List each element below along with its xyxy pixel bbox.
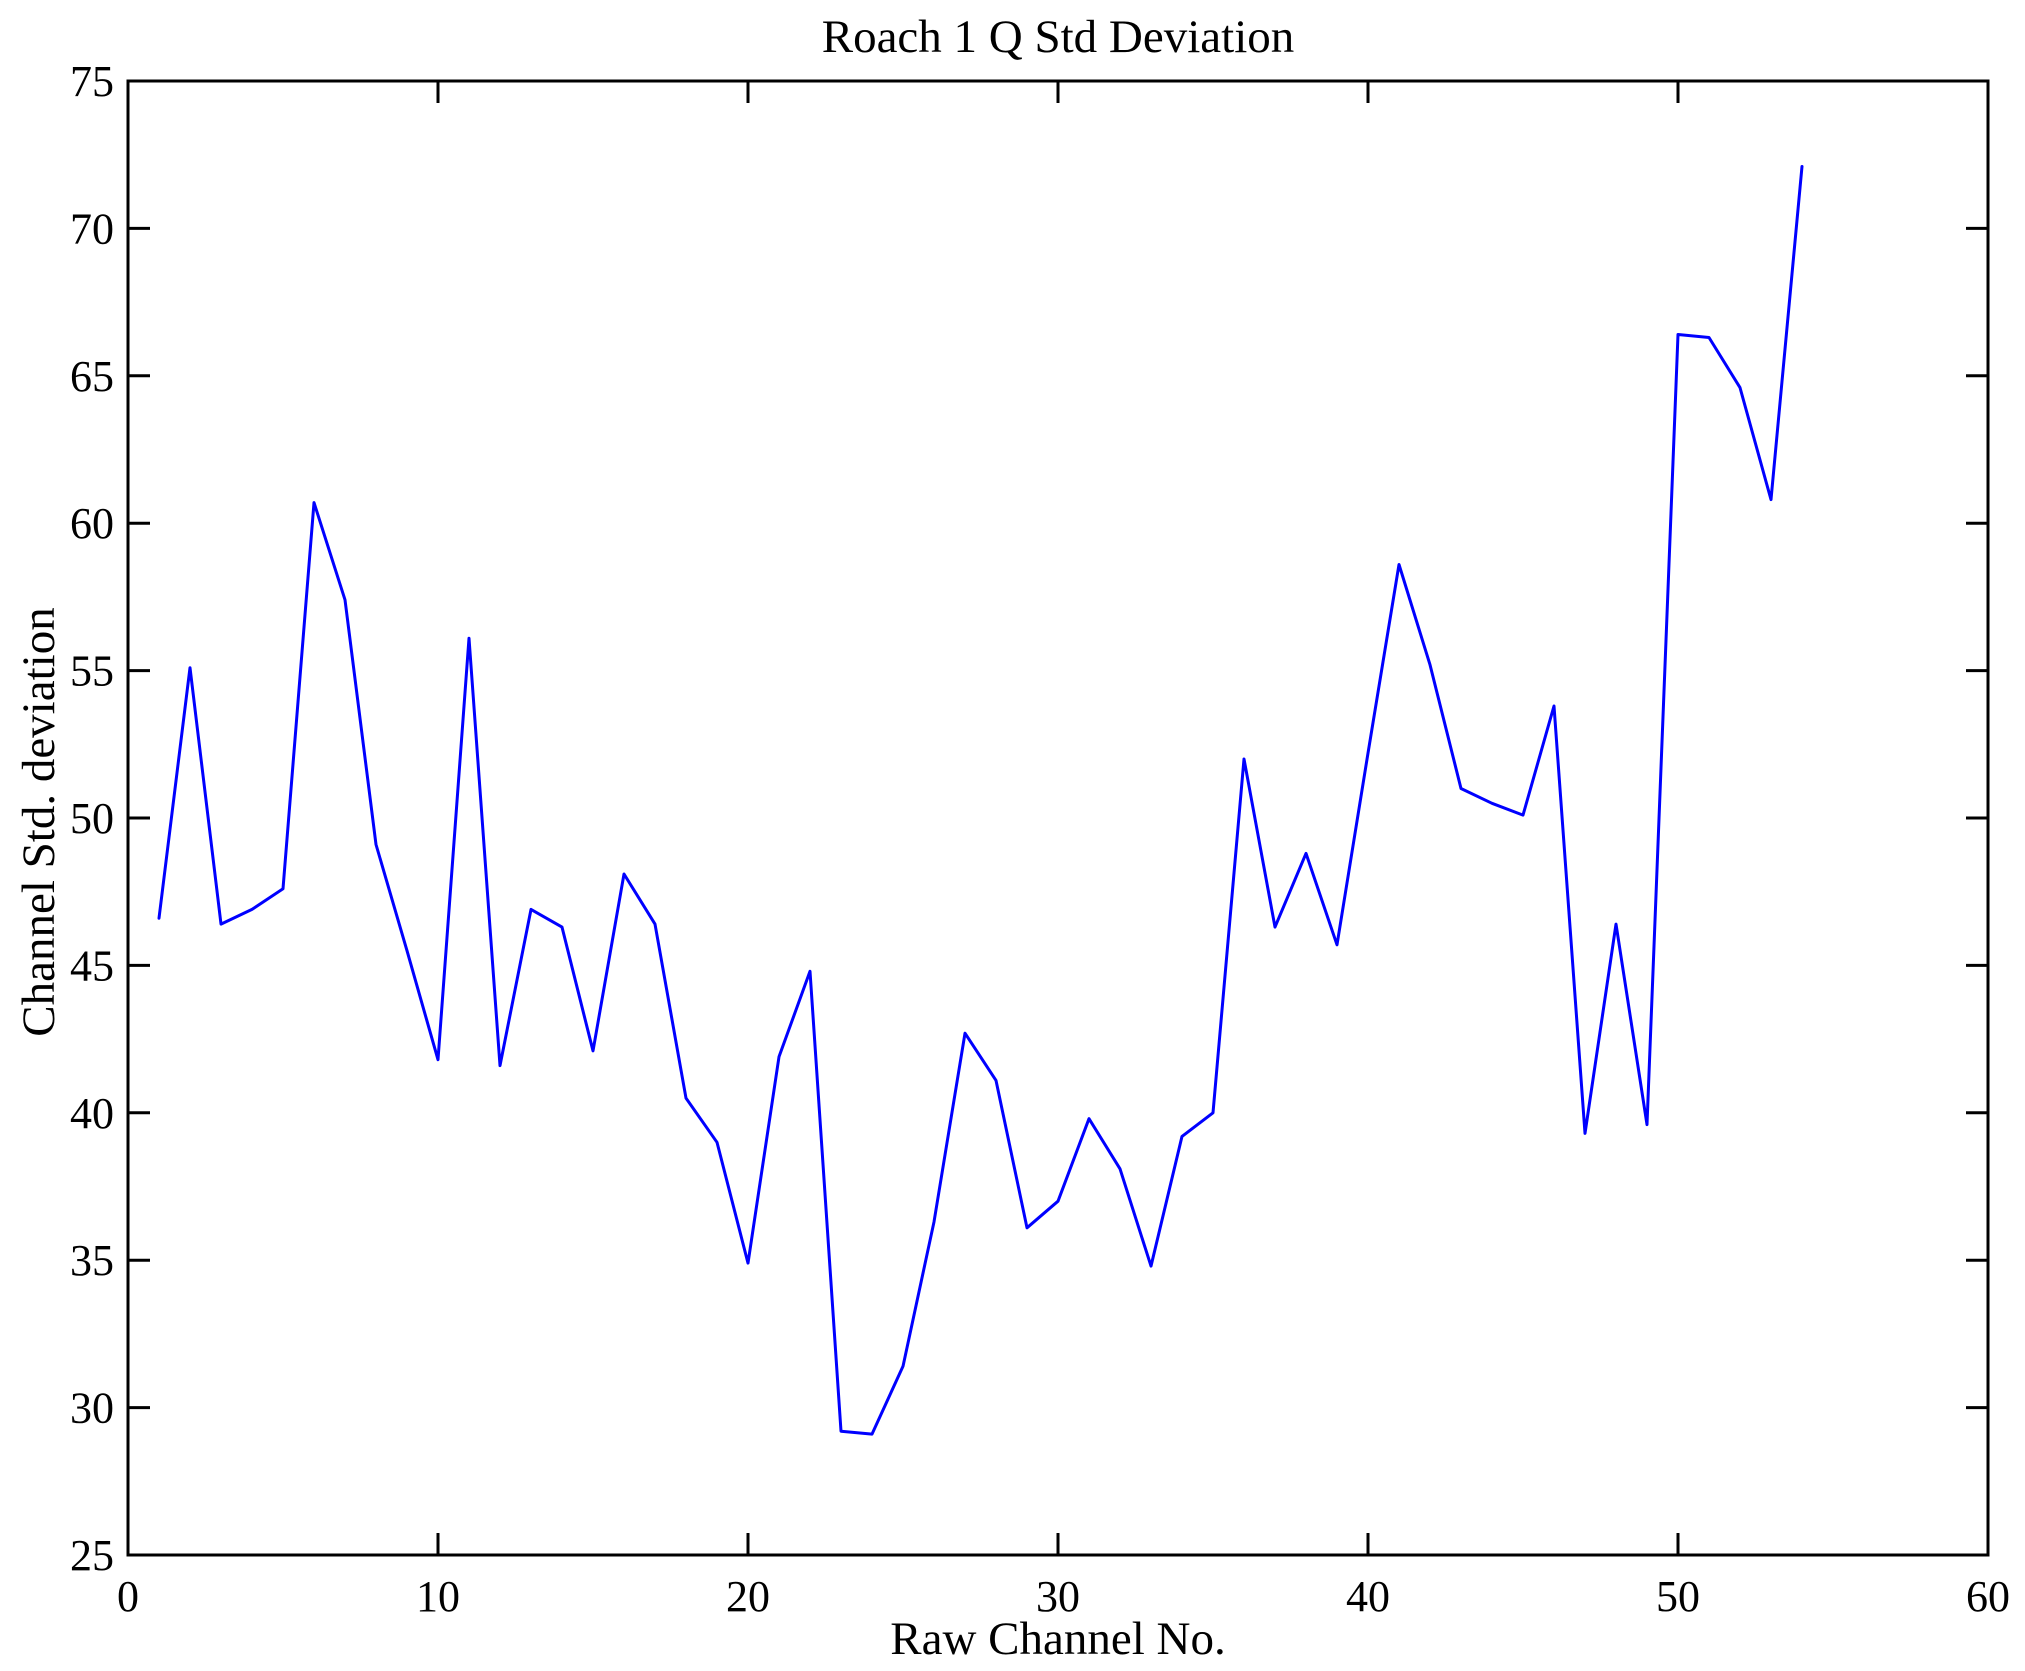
svg-text:40: 40 <box>70 1089 114 1138</box>
svg-text:75: 75 <box>70 57 114 106</box>
svg-text:25: 25 <box>70 1531 114 1580</box>
svg-text:30: 30 <box>70 1384 114 1433</box>
svg-text:70: 70 <box>70 204 114 253</box>
svg-text:20: 20 <box>726 1572 770 1621</box>
svg-text:60: 60 <box>1966 1572 2010 1621</box>
svg-text:30: 30 <box>1036 1572 1080 1621</box>
svg-text:50: 50 <box>70 794 114 843</box>
svg-text:35: 35 <box>70 1236 114 1285</box>
svg-text:10: 10 <box>416 1572 460 1621</box>
svg-text:45: 45 <box>70 941 114 990</box>
svg-text:40: 40 <box>1346 1572 1390 1621</box>
chart-title: Roach 1 Q Std Deviation <box>821 11 1295 63</box>
svg-text:55: 55 <box>70 647 114 696</box>
svg-text:50: 50 <box>1656 1572 1700 1621</box>
svg-text:60: 60 <box>70 499 114 548</box>
x-axis-label: Raw Channel No. <box>890 1613 1226 1665</box>
svg-text:65: 65 <box>70 352 114 401</box>
svg-text:0: 0 <box>117 1572 139 1621</box>
